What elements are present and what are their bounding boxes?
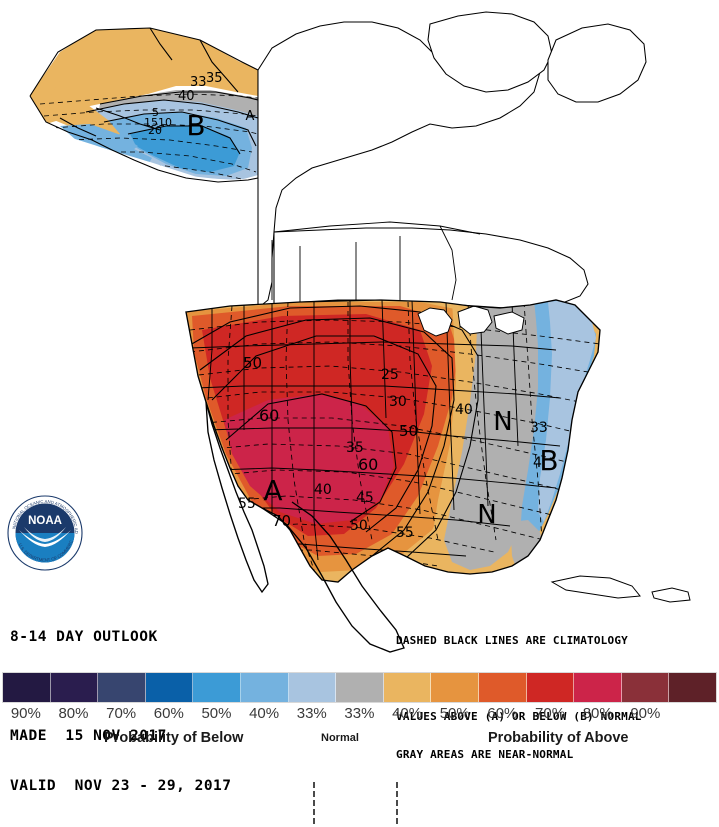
contour-label: 33 (190, 75, 207, 90)
colorbar-tick: 50% (201, 705, 232, 722)
us-national-outline (185, 299, 601, 653)
canada-province-borders (271, 221, 481, 302)
caption-normal: Normal (321, 732, 359, 744)
state-borders (189, 300, 561, 561)
probability-colorbar (2, 672, 717, 703)
note-line-1: DASHED BLACK LINES ARE CLIMATOLOGY (396, 634, 628, 648)
map-label-a-southwest: A (263, 474, 282, 507)
contour-label: 50 (399, 422, 418, 440)
conus-shading (186, 300, 600, 582)
colorbar-swatch-below-50% (193, 673, 241, 702)
colorbar-swatch-above-40% (383, 673, 432, 702)
contour-label: 30 (389, 394, 407, 410)
contour-label: 60 (358, 455, 378, 474)
map-label-b-alaska: B (186, 109, 205, 142)
colorbar-swatch-below-80% (50, 673, 99, 702)
colorbar-swatch-below-60% (145, 673, 194, 702)
title-line-3-made: MADE 15 NOV 2017 (10, 728, 167, 744)
map-region-labels: B A A N N B (186, 109, 558, 530)
note-line-3: VALUES ABOVE (A) OR BELOW (B) NORMAL (396, 709, 642, 723)
contour-label: 40 (314, 482, 332, 498)
contour-label: 33 (530, 420, 548, 436)
colorbar-swatch-normal-33% (336, 673, 384, 702)
colorbar-tick: 33% (344, 705, 375, 722)
colorbar-tick: 60% (487, 705, 518, 722)
colorbar-swatch-above-70% (526, 673, 575, 702)
contour-label: 35 (346, 440, 364, 456)
noaa-logo-wordmark: NOAA (28, 515, 62, 527)
colorbar-tick: 90% (10, 705, 41, 722)
colorbar-tick: 80% (582, 705, 613, 722)
colorbar-swatch-above-50% (431, 673, 479, 702)
outlook-map-page: B A A N N B 33 35 40 5 10 15 20 50 25 30… (0, 11, 719, 824)
colorbar-tick: 90% (630, 705, 661, 722)
contour-label: 45 (356, 490, 374, 506)
map-contour-labels: 33 35 40 5 10 15 20 50 25 30 40 60 35 50… (144, 71, 548, 541)
contour-label: 4 (533, 455, 542, 471)
contour-label: 55 (238, 496, 256, 512)
normal-divider-left (313, 782, 315, 824)
contour-label: 35 (206, 71, 223, 86)
contour-label: 55 (396, 525, 414, 541)
colorbar-tick: 70% (535, 705, 566, 722)
colorbar-tick: 80% (58, 705, 89, 722)
map-notes-block: DASHED BLACK LINES ARE CLIMATOLOGY (DEG … (396, 610, 642, 786)
contour-label: 5 (152, 106, 159, 119)
alaska-shading (30, 28, 258, 180)
map-label-n-ohio-valley: N (493, 407, 512, 437)
caribbean-outline (550, 575, 691, 603)
contour-label: 20 (148, 124, 162, 137)
caption-probability-below: Probability of Below (104, 730, 244, 746)
map-label-a-alaska: A (246, 109, 255, 124)
contour-label: 10 (158, 116, 172, 129)
colorbar-swatch-above-60% (478, 673, 527, 702)
map-label-b-east-coast: B (539, 444, 558, 477)
colorbar-swatch-above-80% (574, 673, 622, 702)
colorbar-tick: 33% (296, 705, 327, 722)
alaska-climatology-dashed (39, 93, 258, 180)
note-line-4: GRAY AREAS ARE NEAR-NORMAL (396, 747, 574, 761)
colorbar-tick: 40% (249, 705, 280, 722)
contour-label: 50 (350, 518, 368, 534)
colorbar-swatch-below-90% (3, 673, 51, 702)
title-line-1: 8-14 DAY OUTLOOK (10, 629, 158, 645)
north-america-map: B A A N N B 33 35 40 5 10 15 20 50 25 30… (29, 11, 691, 653)
alaska-probability-contours (85, 91, 258, 155)
colorbar-swatch-above-max (669, 673, 716, 702)
contour-label: 70 (272, 512, 291, 530)
colorbar-swatch-below-40% (240, 673, 289, 702)
title-line-4-valid: VALID NOV 23 - 29, 2017 (10, 777, 232, 794)
canada-outline (257, 11, 647, 310)
colorbar-swatch-below-33% (288, 673, 337, 702)
contour-label: 40 (178, 89, 195, 104)
colorbar-swatch-below-70% (98, 673, 146, 702)
colorbar-tick: 60% (153, 705, 184, 722)
colorbar-tick-row: 90% 80% 70% 60% 50% 40% 33% 33% 40% 50% 60% 70% 80% 9… (2, 704, 717, 724)
colorbar-tick: 40% (392, 705, 423, 722)
colorbar-tick: 50% (439, 705, 470, 722)
colorbar-tick: 70% (106, 705, 137, 722)
contour-label: 60 (259, 406, 279, 425)
contour-label: 25 (381, 367, 399, 383)
contour-label: 50 (243, 354, 262, 372)
noaa-logo: NOAA NATIONAL OCEANIC AND ATMOSPHERIC AD… (6, 494, 83, 571)
legend: 90% 80% 70% 60% 50% 40% 33% 33% 40% 50% 60% 70% 80% 9… (0, 668, 719, 824)
contour-label: 15 (144, 116, 158, 129)
map-label-n-southeast: N (477, 500, 496, 530)
colorbar-swatch-above-90% (621, 673, 670, 702)
normal-divider-right (396, 782, 398, 824)
map-canvas: B A A N N B 33 35 40 5 10 15 20 50 25 30… (6, 11, 691, 794)
contour-label: 40 (455, 402, 473, 418)
caption-probability-above: Probability of Above (488, 730, 629, 746)
